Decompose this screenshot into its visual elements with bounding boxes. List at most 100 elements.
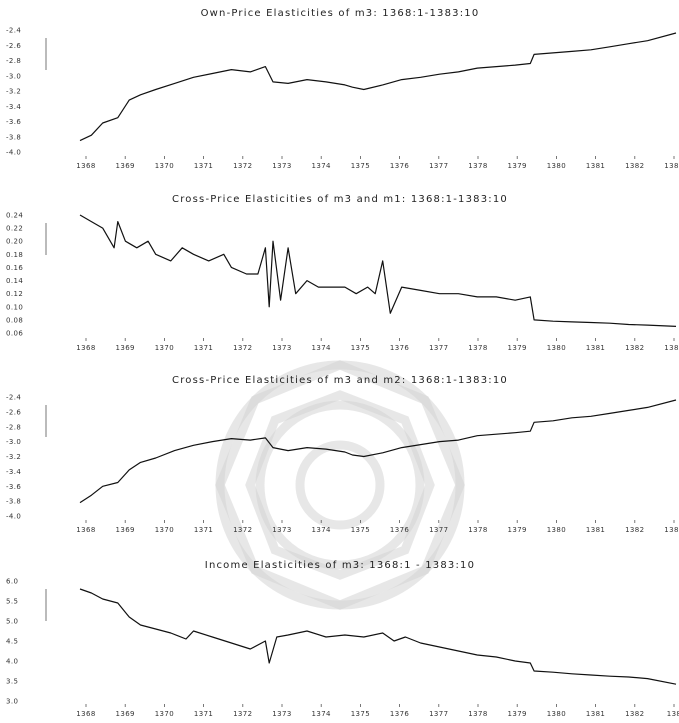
y-tick-label: -3.0 (6, 72, 21, 80)
x-tick-label: 1375 (351, 526, 370, 534)
series-line (79, 399, 677, 504)
y-tick-label: -3.6 (6, 118, 21, 126)
x-tick-label: 1380 (547, 344, 566, 352)
x-tick-label: 1370 (155, 162, 174, 170)
y-tick-label: -2.4 (6, 27, 21, 35)
y-tick-label: 0.16 (6, 264, 23, 272)
x-tick-label: 1372 (233, 710, 252, 718)
x-tick-label: 1373 (272, 344, 291, 352)
x-tick-label: 1378 (468, 526, 487, 534)
y-tick-label: 0.20 (6, 238, 23, 246)
x-tick-label: 1374 (311, 344, 331, 352)
y-tick-label: -3.0 (6, 438, 21, 446)
y-tick-label: -2.6 (6, 42, 21, 50)
watermark-logo (215, 360, 465, 610)
x-tick-label: 1379 (507, 710, 526, 718)
y-tick-label: 0.22 (6, 225, 23, 233)
y-tick-label: 0.14 (6, 277, 23, 285)
x-tick-label: 1369 (115, 162, 134, 170)
x-tick-label: 1370 (155, 526, 174, 534)
x-tick-label: 1374 (311, 710, 331, 718)
chart-title: Cross-Price Elasticities of m3 and m1: 1… (172, 194, 508, 205)
x-tick-label: 1369 (115, 526, 134, 534)
x-tick-label: 1376 (390, 344, 410, 352)
x-tick-label: 1382 (625, 344, 644, 352)
charts-container: Own-Price Elasticities of m3: 1368:1-138… (6, 8, 679, 718)
y-tick-label: -2.4 (6, 394, 21, 402)
y-tick-label: -3.8 (6, 498, 21, 506)
y-tick-label: -2.8 (6, 423, 21, 431)
series-line (79, 588, 677, 685)
x-tick-label: 1378 (468, 344, 487, 352)
x-tick-label: 1380 (547, 526, 566, 534)
x-tick-label: 1371 (194, 344, 213, 352)
x-tick-label: 1375 (351, 710, 370, 718)
x-tick-label: 1378 (468, 710, 487, 718)
y-tick-label: 6.0 (6, 578, 18, 586)
series-line (79, 214, 677, 327)
y-tick-label: 5.0 (6, 618, 18, 626)
x-tick-label: 1383 (664, 526, 679, 534)
x-tick-label: 1376 (390, 162, 410, 170)
y-tick-label: -3.2 (6, 453, 21, 461)
x-tick-label: 1370 (155, 344, 174, 352)
x-tick-label: 1372 (233, 344, 252, 352)
chart-title: Income Elasticities of m3: 1368:1 - 1383… (205, 560, 475, 571)
x-tick-label: 1379 (507, 344, 526, 352)
x-tick-label: 1381 (586, 344, 605, 352)
chart-panel-1: Own-Price Elasticities of m3: 1368:1-138… (6, 8, 679, 170)
x-tick-label: 1373 (272, 526, 291, 534)
y-tick-label: -3.8 (6, 133, 21, 141)
x-tick-label: 1368 (76, 526, 95, 534)
x-tick-label: 1381 (586, 162, 605, 170)
x-tick-label: 1377 (429, 344, 448, 352)
y-tick-label: 4.5 (6, 638, 18, 646)
x-tick-label: 1383 (664, 344, 679, 352)
y-tick-label: -2.6 (6, 408, 21, 416)
x-tick-label: 1368 (76, 344, 95, 352)
chart-panel-3: Cross-Price Elasticities of m3 and m2: 1… (6, 375, 679, 534)
y-tick-label: -4.0 (6, 149, 21, 157)
chart-panel-4: Income Elasticities of m3: 1368:1 - 1383… (6, 560, 679, 718)
x-tick-label: 1373 (272, 162, 291, 170)
y-tick-label: 4.0 (6, 658, 18, 666)
x-tick-label: 1382 (625, 526, 644, 534)
x-tick-label: 1373 (272, 710, 291, 718)
y-tick-label: 3.0 (6, 698, 18, 706)
x-tick-label: 1379 (507, 526, 526, 534)
x-tick-label: 1379 (507, 162, 526, 170)
y-tick-label: 5.5 (6, 598, 18, 606)
y-tick-label: 0.24 (6, 212, 23, 220)
x-tick-label: 1383 (664, 162, 679, 170)
x-tick-label: 1369 (115, 344, 134, 352)
y-tick-label: 0.08 (6, 316, 23, 324)
x-tick-label: 1382 (625, 710, 644, 718)
x-tick-label: 1377 (429, 162, 448, 170)
y-tick-label: 0.10 (6, 303, 23, 311)
chart-panel-2: Cross-Price Elasticities of m3 and m1: 1… (6, 194, 679, 352)
y-tick-label: -3.2 (6, 88, 21, 96)
y-tick-label: 0.06 (6, 330, 23, 338)
x-tick-label: 1370 (155, 710, 174, 718)
x-tick-label: 1371 (194, 162, 213, 170)
y-tick-label: -2.8 (6, 57, 21, 65)
x-tick-label: 1377 (429, 526, 448, 534)
x-tick-label: 138 (667, 710, 679, 718)
x-tick-label: 1376 (390, 526, 410, 534)
x-tick-label: 1378 (468, 162, 487, 170)
x-tick-label: 1375 (351, 344, 370, 352)
x-tick-label: 1371 (194, 526, 213, 534)
y-tick-label: -3.4 (6, 103, 21, 111)
x-tick-label: 1368 (76, 710, 95, 718)
x-tick-label: 1380 (547, 710, 566, 718)
series-line (79, 32, 677, 142)
y-tick-label: 0.12 (6, 290, 23, 298)
chart-title: Cross-Price Elasticities of m3 and m2: 1… (172, 375, 508, 386)
y-tick-label: 0.18 (6, 251, 23, 259)
y-tick-label: -3.6 (6, 483, 21, 491)
y-tick-label: 3.5 (6, 678, 18, 686)
x-tick-label: 1371 (194, 710, 213, 718)
x-tick-label: 1374 (311, 526, 331, 534)
y-tick-label: -3.4 (6, 468, 21, 476)
